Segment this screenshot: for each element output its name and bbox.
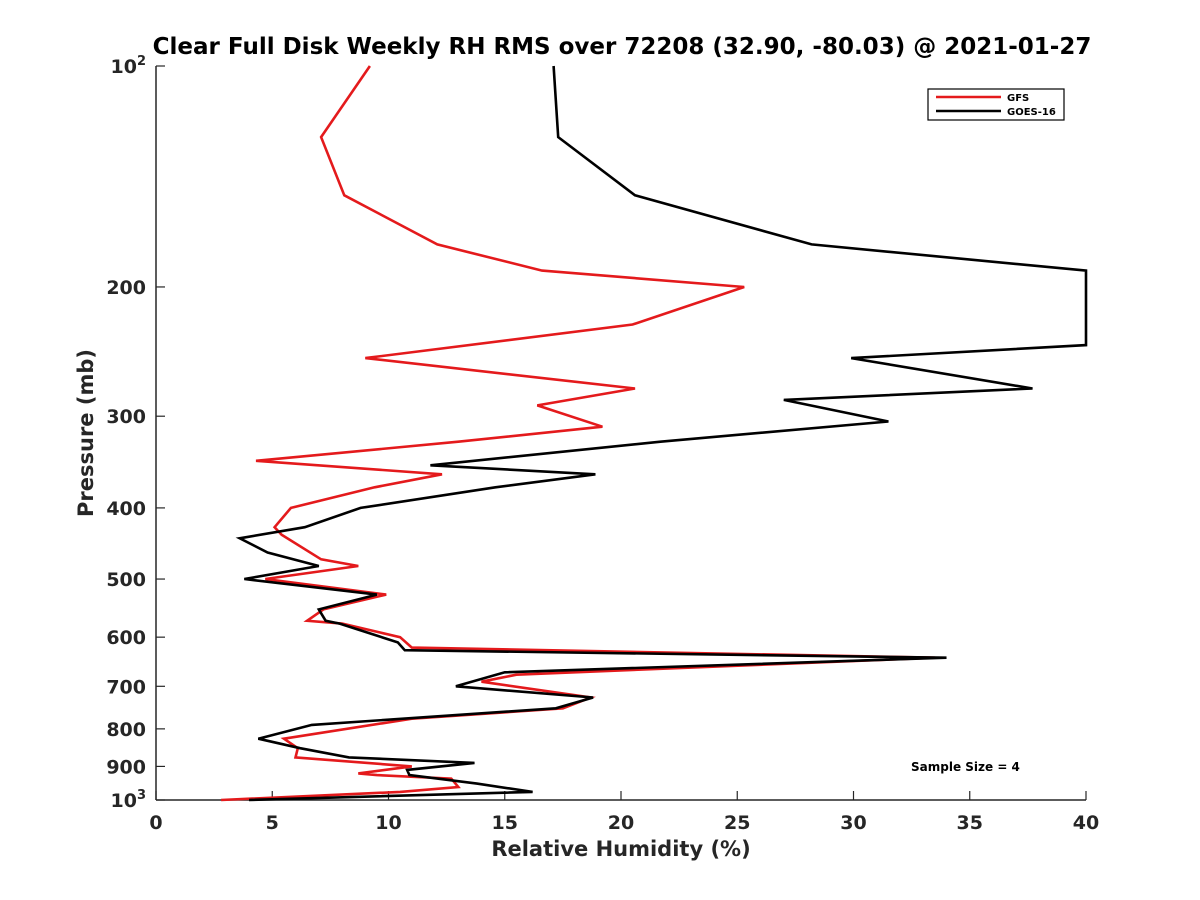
x-tick-label: 10	[375, 812, 401, 834]
y-tick-label: 600	[106, 627, 146, 649]
chart-title: Clear Full Disk Weekly RH RMS over 72208…	[153, 34, 1092, 60]
series-layer	[221, 65, 1088, 802]
y-ticks: 102 200 300 400 500 600 700 800 900 103	[106, 54, 165, 812]
series-line-gfs	[221, 65, 935, 802]
x-tick-label: 25	[724, 812, 750, 834]
legend: GFS GOES-16	[927, 88, 1065, 121]
x-tick-label: 5	[266, 812, 279, 834]
x-tick-label: 30	[840, 812, 866, 834]
sample-size-annotation: Sample Size = 4	[911, 760, 1020, 774]
x-tick-label: 20	[608, 812, 634, 834]
y-tick-label: 800	[106, 719, 146, 741]
y-tick-label: 102	[111, 54, 147, 78]
y-axis-label: Pressure (mb)	[74, 349, 98, 517]
y-tick-label: 300	[106, 406, 146, 428]
x-tick-label: 15	[492, 812, 518, 834]
series-line-goes-16	[235, 65, 1088, 802]
legend-label-gfs: GFS	[1007, 93, 1029, 104]
x-tick-label: 0	[149, 812, 162, 834]
y-tick-label: 103	[111, 788, 147, 812]
legend-label-goes: GOES-16	[1007, 107, 1056, 118]
y-tick-label: 500	[106, 569, 146, 591]
legend-box	[927, 88, 1065, 121]
y-tick-label: 400	[106, 498, 146, 520]
y-tick-label: 700	[106, 676, 146, 698]
y-tick-label: 200	[106, 277, 146, 299]
x-axis-label: Relative Humidity (%)	[491, 837, 750, 861]
x-tick-label: 40	[1073, 812, 1099, 834]
y-tick-label: 900	[106, 756, 146, 778]
x-tick-label: 35	[957, 812, 983, 834]
x-ticks: 0 5 10 15 20 25 30 35 40	[149, 791, 1099, 834]
